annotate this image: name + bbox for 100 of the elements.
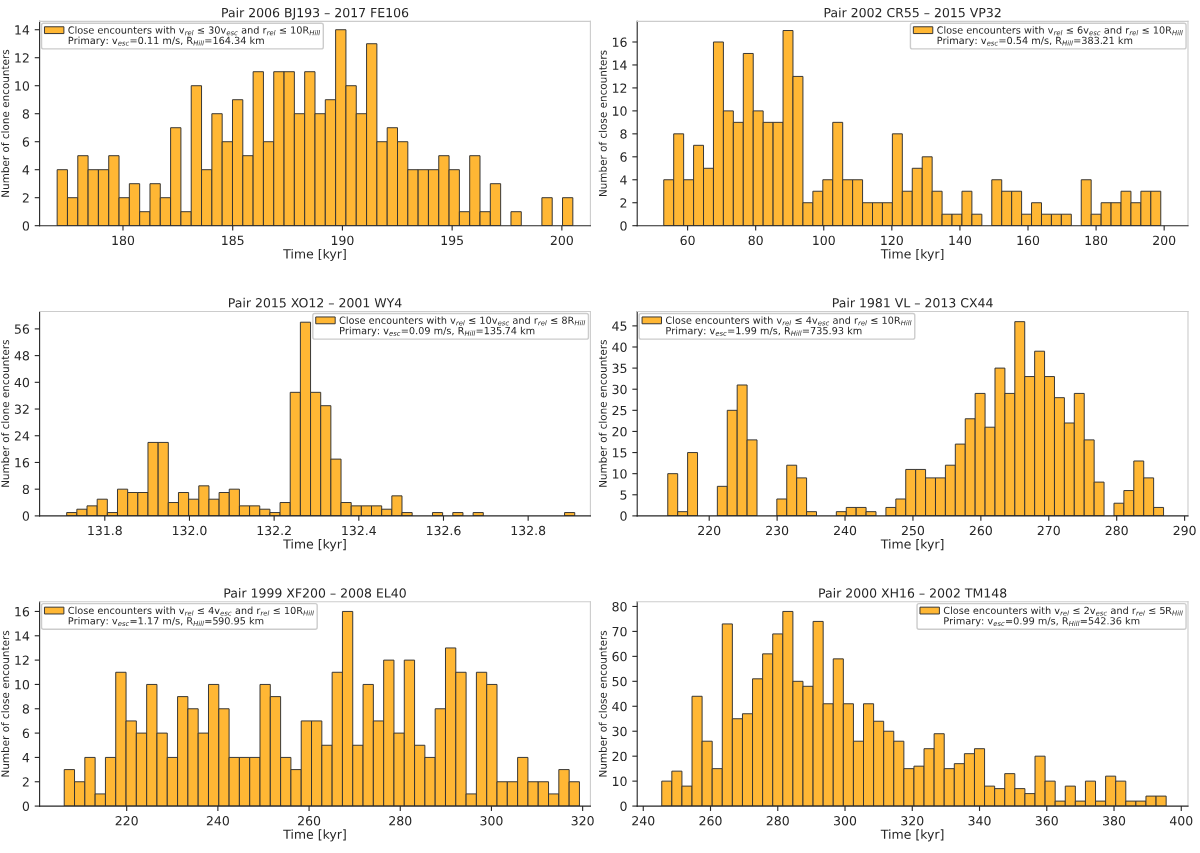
x-tick-label: 280 (766, 816, 789, 826)
x-tick-label: 80 (748, 235, 763, 246)
x-tick-label: 290 (1173, 525, 1196, 536)
x-tick-label: 320 (901, 816, 924, 826)
y-tick-label: 50 (612, 676, 627, 687)
x-tick-label: 360 (1035, 816, 1058, 826)
annotation: Primary: v$_{esc}$=0.09 m/s, R$_{Hill}$=135.74 km (340, 326, 535, 337)
y-tick-label: 24 (14, 431, 30, 441)
x-tick-label: 300 (480, 816, 503, 826)
y-tick-label: 8 (22, 109, 30, 119)
legend-label: Close encounters with v$_{rel}$ ≤ 6v$_{esc}$ and r$_{rel}$ ≤ 10R$_{Hill}$ (937, 26, 1183, 36)
y-tick-label: 0 (620, 511, 627, 521)
y-tick-label: 16 (15, 457, 30, 468)
y-tick-label: 2 (620, 198, 627, 208)
y-tick-label: 0 (620, 801, 627, 812)
y-tick-label: 45 (612, 321, 627, 331)
y-tick-label: 10 (15, 81, 30, 91)
x-tick-label: 132.4 (342, 525, 376, 536)
y-tick-label: 0 (22, 801, 30, 812)
x-axis-title: Time [kyr] (880, 248, 944, 261)
x-tick-label: 220 (698, 525, 721, 536)
x-tick-label: 270 (1037, 525, 1060, 536)
y-tick-label: 2 (22, 777, 29, 787)
y-tick-label: 35 (612, 363, 627, 374)
x-tick-label: 220 (115, 816, 138, 826)
x-tick-label: 300 (834, 816, 857, 826)
x-axis-title: Time [kyr] (283, 539, 346, 552)
x-tick-label: 240 (206, 816, 229, 826)
legend-label: Close encounters with v$_{rel}$ ≤ 10v$_{esc}$ and r$_{rel}$ ≤ 8R$_{Hill}$ (339, 316, 586, 326)
y-tick-label: 6 (22, 728, 30, 739)
y-axis-title: Number of close encounters (1, 630, 10, 777)
y-tick-label: 16 (15, 606, 30, 617)
y-tick-label: 10 (612, 106, 627, 116)
y-tick-label: 40 (612, 701, 627, 712)
y-axis-title: Number of close encounters (598, 630, 607, 777)
annotation: Primary: v$_{esc}$=1.17 m/s, R$_{Hill}$=590.95 km (68, 616, 264, 627)
x-tick-label: 120 (881, 235, 903, 246)
x-tick-label: 260 (969, 525, 992, 536)
annotation: Primary: v$_{esc}$=1.99 m/s, R$_{Hill}$=735.93 km (666, 326, 862, 337)
x-tick-label: 230 (766, 525, 789, 536)
y-tick-label: 10 (15, 679, 30, 690)
y-tick-label: 20 (612, 751, 627, 762)
x-tick-label: 132.8 (511, 525, 546, 536)
y-tick-label: 8 (620, 129, 627, 139)
y-axis-title: Number of close encounters (598, 50, 607, 197)
x-axis-title: Time [kyr] (283, 248, 346, 261)
x-tick-label: 180 (112, 235, 135, 246)
y-tick-label: 40 (612, 342, 627, 352)
x-tick-label: 180 (1085, 235, 1108, 246)
x-tick-label: 60 (680, 235, 695, 246)
y-axis-title: Number of clone encounters (1, 340, 10, 487)
x-tick-label: 132.2 (257, 525, 291, 536)
y-tick-label: 15 (612, 448, 627, 458)
legend-label: Close encounters with v$_{rel}$ ≤ 30v$_{esc}$ and r$_{rel}$ ≤ 10R$_{Hill}$ (68, 26, 321, 36)
x-tick-label: 280 (389, 816, 412, 826)
y-tick-label: 60 (612, 651, 627, 662)
x-tick-label: 260 (699, 816, 722, 826)
y-axis-title: Number of clone encounters (598, 340, 607, 487)
y-tick-label: 14 (15, 25, 30, 35)
x-tick-label: 160 (1017, 235, 1040, 246)
y-tick-label: 14 (612, 60, 627, 70)
y-tick-label: 12 (15, 53, 29, 63)
y-tick-label: 32 (14, 404, 29, 414)
chart-title: Pair 2002 CR55 – 2015 VP32 (824, 7, 1001, 18)
y-tick-label: 0 (22, 221, 30, 231)
annotation: Primary: v$_{esc}$=0.99 m/s, R$_{Hill}$=542.36 km (944, 616, 1140, 627)
annotation: Primary: v$_{esc}$=0.54 m/s, R$_{Hill}$=383.21 km (937, 36, 1133, 46)
y-tick-label: 0 (22, 511, 30, 521)
x-tick-label: 200 (1153, 235, 1176, 246)
x-tick-label: 260 (298, 816, 321, 826)
y-tick-label: 8 (22, 704, 30, 714)
chart-title: Pair 1999 XF200 – 2008 EL40 (224, 588, 406, 598)
x-tick-label: 380 (1103, 816, 1126, 826)
y-tick-label: 10 (612, 469, 627, 479)
chart-title: Pair 2000 XH16 – 2002 TM148 (819, 588, 1007, 598)
y-tick-label: 12 (612, 83, 627, 93)
x-tick-label: 240 (632, 816, 655, 826)
x-tick-label: 240 (834, 525, 857, 536)
y-tick-label: 20 (612, 426, 627, 437)
y-tick-label: 4 (22, 753, 30, 763)
y-tick-label: 10 (612, 776, 627, 787)
y-tick-label: 25 (612, 405, 627, 416)
x-tick-label: 140 (949, 235, 972, 246)
chart-title: Pair 2006 BJ193 – 2017 FE106 (222, 7, 409, 20)
chart-title: Pair 1981 VL – 2013 CX44 (832, 297, 993, 308)
x-tick-label: 185 (222, 235, 244, 246)
legend-label: Close encounters with v$_{rel}$ ≤ 4v$_{esc}$ and r$_{rel}$ ≤ 10R$_{Hill}$ (68, 606, 314, 616)
y-tick-label: 12 (15, 655, 29, 665)
y-tick-label: 48 (14, 351, 30, 361)
x-tick-label: 195 (441, 235, 463, 246)
y-tick-label: 30 (612, 726, 627, 737)
legend-label: Close encounters with v$_{rel}$ ≤ 4v$_{esc}$ and r$_{rel}$ ≤ 10R$_{Hill}$ (665, 316, 912, 326)
x-tick-label: 100 (813, 235, 835, 246)
y-tick-label: 80 (612, 601, 627, 612)
x-tick-label: 280 (1105, 525, 1128, 536)
y-tick-label: 16 (612, 37, 627, 47)
y-axis-title: Number of clone encounters (1, 49, 10, 197)
legend-label: Close encounters with v$_{rel}$ ≤ 2v$_{esc}$ and r$_{rel}$ ≤ 5R$_{Hill}$ (943, 606, 1183, 616)
x-axis-title: Time [kyr] (880, 829, 944, 842)
y-tick-label: 56 (14, 324, 30, 334)
